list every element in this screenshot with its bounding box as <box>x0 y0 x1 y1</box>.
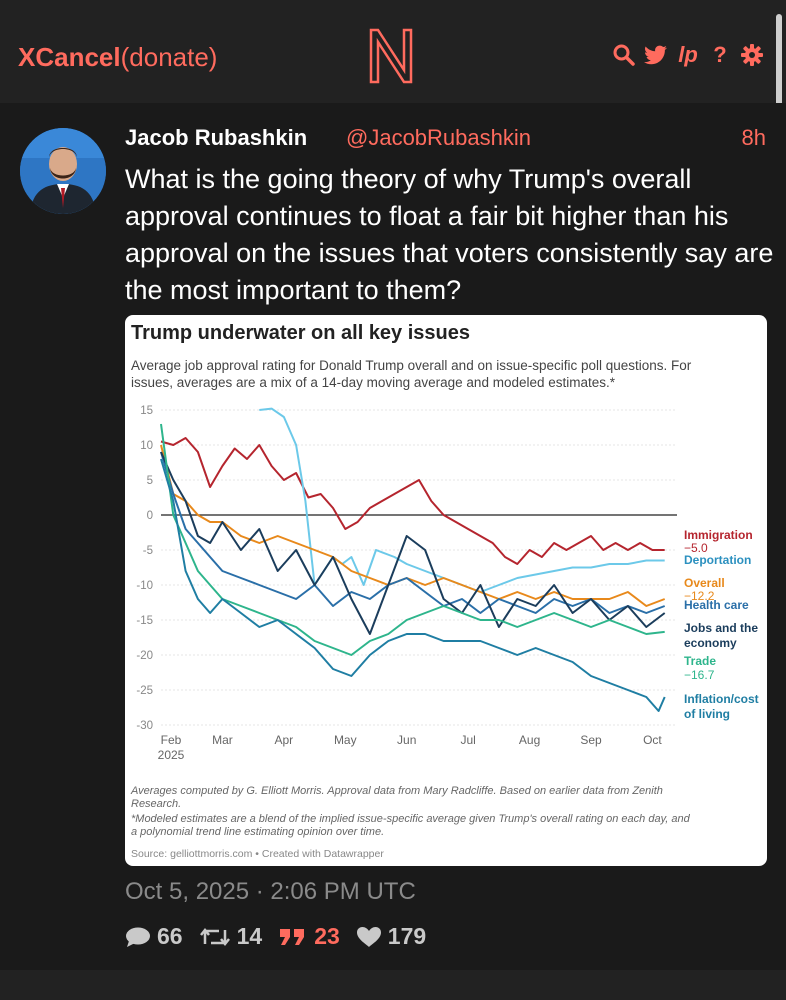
comment-icon <box>126 927 150 947</box>
x-tick-label: Aug <box>519 733 540 747</box>
chart-lines <box>160 407 666 712</box>
y-tick-label: -5 <box>143 545 153 557</box>
help-icon[interactable]: ? <box>713 42 727 67</box>
top-navbar: XCancel(donate) lp ? <box>0 0 786 259</box>
y-tick-label: -15 <box>136 615 153 627</box>
chart-subtitle-1: Average job approval rating for Donald T… <box>131 358 692 373</box>
retweet-icon <box>199 927 230 946</box>
series-line-inflation-cost-of-living <box>160 458 666 712</box>
x-year-label: 2025 <box>158 748 185 762</box>
series-line-immigration <box>160 437 665 565</box>
page-footer <box>0 970 786 1000</box>
label-inflation-2: of living <box>684 707 730 721</box>
label-overall: Overall <box>684 576 725 590</box>
series-labels: Immigration −5.0 Deportation Overall −12… <box>684 528 759 721</box>
x-tick-label: Jul <box>460 733 475 747</box>
nitter-logo-icon[interactable] <box>365 24 417 86</box>
likes-count: 179 <box>387 923 427 949</box>
retweets-stat[interactable]: 14 <box>199 923 263 950</box>
x-tick-label: Sep <box>580 733 602 747</box>
series-line-jobs-and-the-economy <box>160 451 666 635</box>
chart-svg: Trump underwater on all key issues Avera… <box>130 322 759 860</box>
nav-icons: lp ? <box>612 42 764 68</box>
heart-icon <box>356 926 381 947</box>
y-tick-label: -25 <box>136 685 153 697</box>
x-tick-label: Oct <box>643 733 662 747</box>
author-name[interactable]: Jacob Rubashkin <box>125 125 308 150</box>
y-tick-label: -30 <box>136 720 153 732</box>
label-overall-value: −12.2 <box>684 589 715 603</box>
x-tick-label: Feb <box>161 733 182 747</box>
search-icon[interactable] <box>612 42 636 68</box>
quote-icon <box>280 928 305 945</box>
retweets-count: 14 <box>236 923 263 949</box>
series-line-health-care <box>160 451 666 614</box>
author-handle[interactable]: @JacobRubashkin <box>346 125 531 150</box>
y-tick-label: -20 <box>136 650 153 662</box>
brand-link[interactable]: XCancel(donate) <box>18 42 218 72</box>
tweet-stats: 66 14 23 179 <box>125 923 426 950</box>
x-tick-label: Mar <box>212 733 233 747</box>
y-axis-labels: 15 10 5 0 -5 -10 -15 -20 -25 -30 <box>136 405 153 732</box>
label-inflation-1: Inflation/cost <box>684 692 759 706</box>
footnote-1: Averages computed by G. Elliott Morris. … <box>130 785 663 797</box>
tweet-text: What is the going theory of why Trump's … <box>125 164 774 305</box>
liberapay-icon[interactable]: lp <box>678 42 698 67</box>
likes-stat[interactable]: 179 <box>356 923 426 950</box>
gear-icon[interactable] <box>740 42 764 68</box>
replies-stat[interactable]: 66 <box>125 923 183 950</box>
chart-title: Trump underwater on all key issues <box>131 322 470 344</box>
twitter-bird-icon[interactable] <box>644 42 668 68</box>
series-line-deportation <box>259 407 665 593</box>
label-jobs-2: economy <box>684 636 737 650</box>
chart-grid <box>161 409 677 726</box>
footnote-2: *Modeled estimates are a blend of the im… <box>131 813 691 825</box>
replies-count: 66 <box>157 923 183 949</box>
label-trade-value: −16.7 <box>684 668 715 682</box>
chart-image[interactable]: Trump underwater on all key issues Avera… <box>125 315 767 866</box>
y-tick-label: 10 <box>140 440 153 452</box>
tweet-card: Jacob Rubashkin @JacobRubashkin 8h What … <box>0 103 786 970</box>
label-health-care: Health care <box>684 598 749 612</box>
quotes-stat[interactable]: 23 <box>278 923 340 950</box>
y-tick-label: -10 <box>136 580 153 592</box>
x-tick-label: May <box>334 733 357 747</box>
x-axis-labels: Feb Mar Apr May Jun Jul Aug Sep Oct 2025 <box>158 733 663 762</box>
y-tick-label: 0 <box>147 510 153 522</box>
x-tick-label: Apr <box>275 733 294 747</box>
x-tick-label: Jun <box>397 733 416 747</box>
footnote-1b: Research. <box>131 798 181 810</box>
label-jobs-1: Jobs and the <box>684 621 758 635</box>
label-deportation: Deportation <box>684 553 751 567</box>
y-tick-label: 5 <box>147 475 153 487</box>
donate-link[interactable]: (donate) <box>120 42 218 72</box>
series-line-trade <box>160 423 665 656</box>
avatar[interactable] <box>20 128 106 214</box>
tweet-date[interactable]: Oct 5, 2025 · 2:06 PM UTC <box>125 878 416 905</box>
chart-subtitle-2: issues, averages are a mix of a 14-day m… <box>131 375 616 390</box>
label-immigration: Immigration <box>684 528 753 542</box>
y-tick-label: 15 <box>140 405 153 417</box>
label-trade: Trade <box>684 654 716 668</box>
quotes-count: 23 <box>314 923 340 949</box>
chart-source: Source: gelliottmorris.com • Created wit… <box>131 848 384 860</box>
footnote-2b: a polynomial trend line estimating opini… <box>131 826 384 838</box>
tweet-time[interactable]: 8h <box>741 125 766 150</box>
label-immigration-value: −5.0 <box>684 541 708 555</box>
